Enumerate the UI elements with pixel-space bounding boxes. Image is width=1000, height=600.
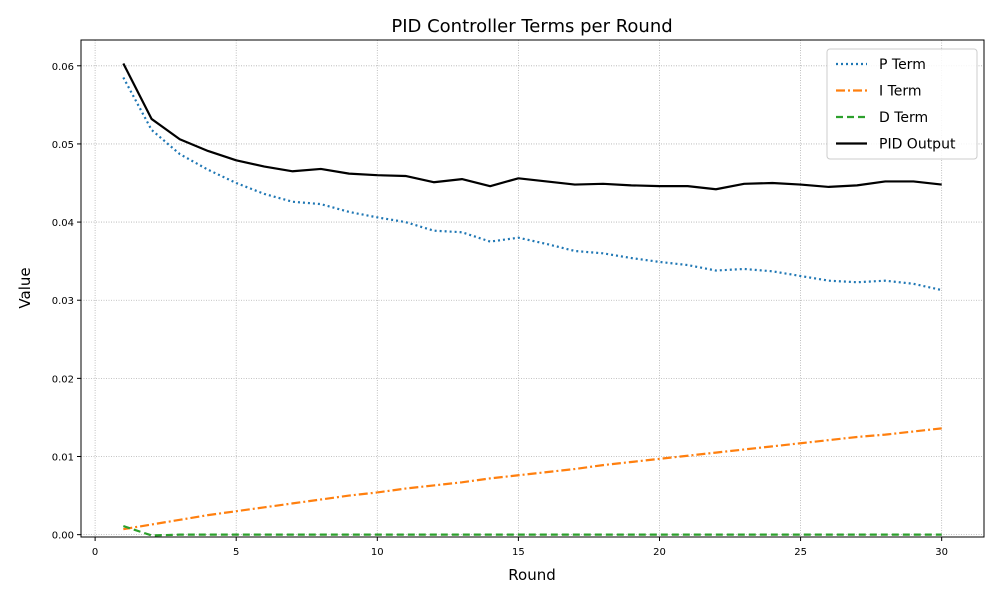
y-axis-label: Value (16, 267, 34, 308)
x-tick-label: 30 (935, 547, 948, 558)
x-tick-label: 10 (371, 547, 384, 558)
legend-label-i-term: I Term (879, 84, 922, 100)
legend-label-p-term: P Term (879, 57, 926, 73)
y-tick-label: 0.06 (52, 62, 74, 73)
plot-area-frame (80, 39, 985, 538)
y-tick-label: 0.04 (52, 218, 74, 229)
axis-ticks: 0 5 10 15 20 25 30 0.00 0.01 0.02 0.03 0.04 0.05 0.06 (52, 62, 948, 558)
x-tick-label: 5 (233, 547, 239, 558)
x-tick-label: 15 (512, 547, 525, 558)
y-tick-label: 0.05 (52, 140, 74, 151)
series-line-p-term (122, 76, 942, 292)
y-tick-label: 0.02 (52, 374, 74, 385)
legend-label-pid-output: PID Output (879, 137, 956, 153)
x-tick-label: 25 (794, 547, 807, 558)
series-line-d-term (122, 525, 942, 537)
legend-box (826, 48, 978, 160)
y-tick-label: 0.03 (52, 296, 74, 307)
x-tick-label: 20 (653, 547, 666, 558)
x-axis-label: Round (508, 566, 555, 584)
series-line-i-term (123, 427, 942, 531)
chart-title: PID Controller Terms per Round (391, 16, 672, 37)
legend: P Term I Term D Term PID Output (826, 48, 978, 160)
x-tick-label: 0 (92, 547, 98, 558)
legend-label-d-term: D Term (879, 110, 928, 126)
series-lines (122, 62, 942, 537)
y-tick-label: 0.01 (52, 453, 74, 464)
series-line-pid-output (122, 62, 942, 191)
y-tick-label: 0.00 (52, 531, 74, 542)
